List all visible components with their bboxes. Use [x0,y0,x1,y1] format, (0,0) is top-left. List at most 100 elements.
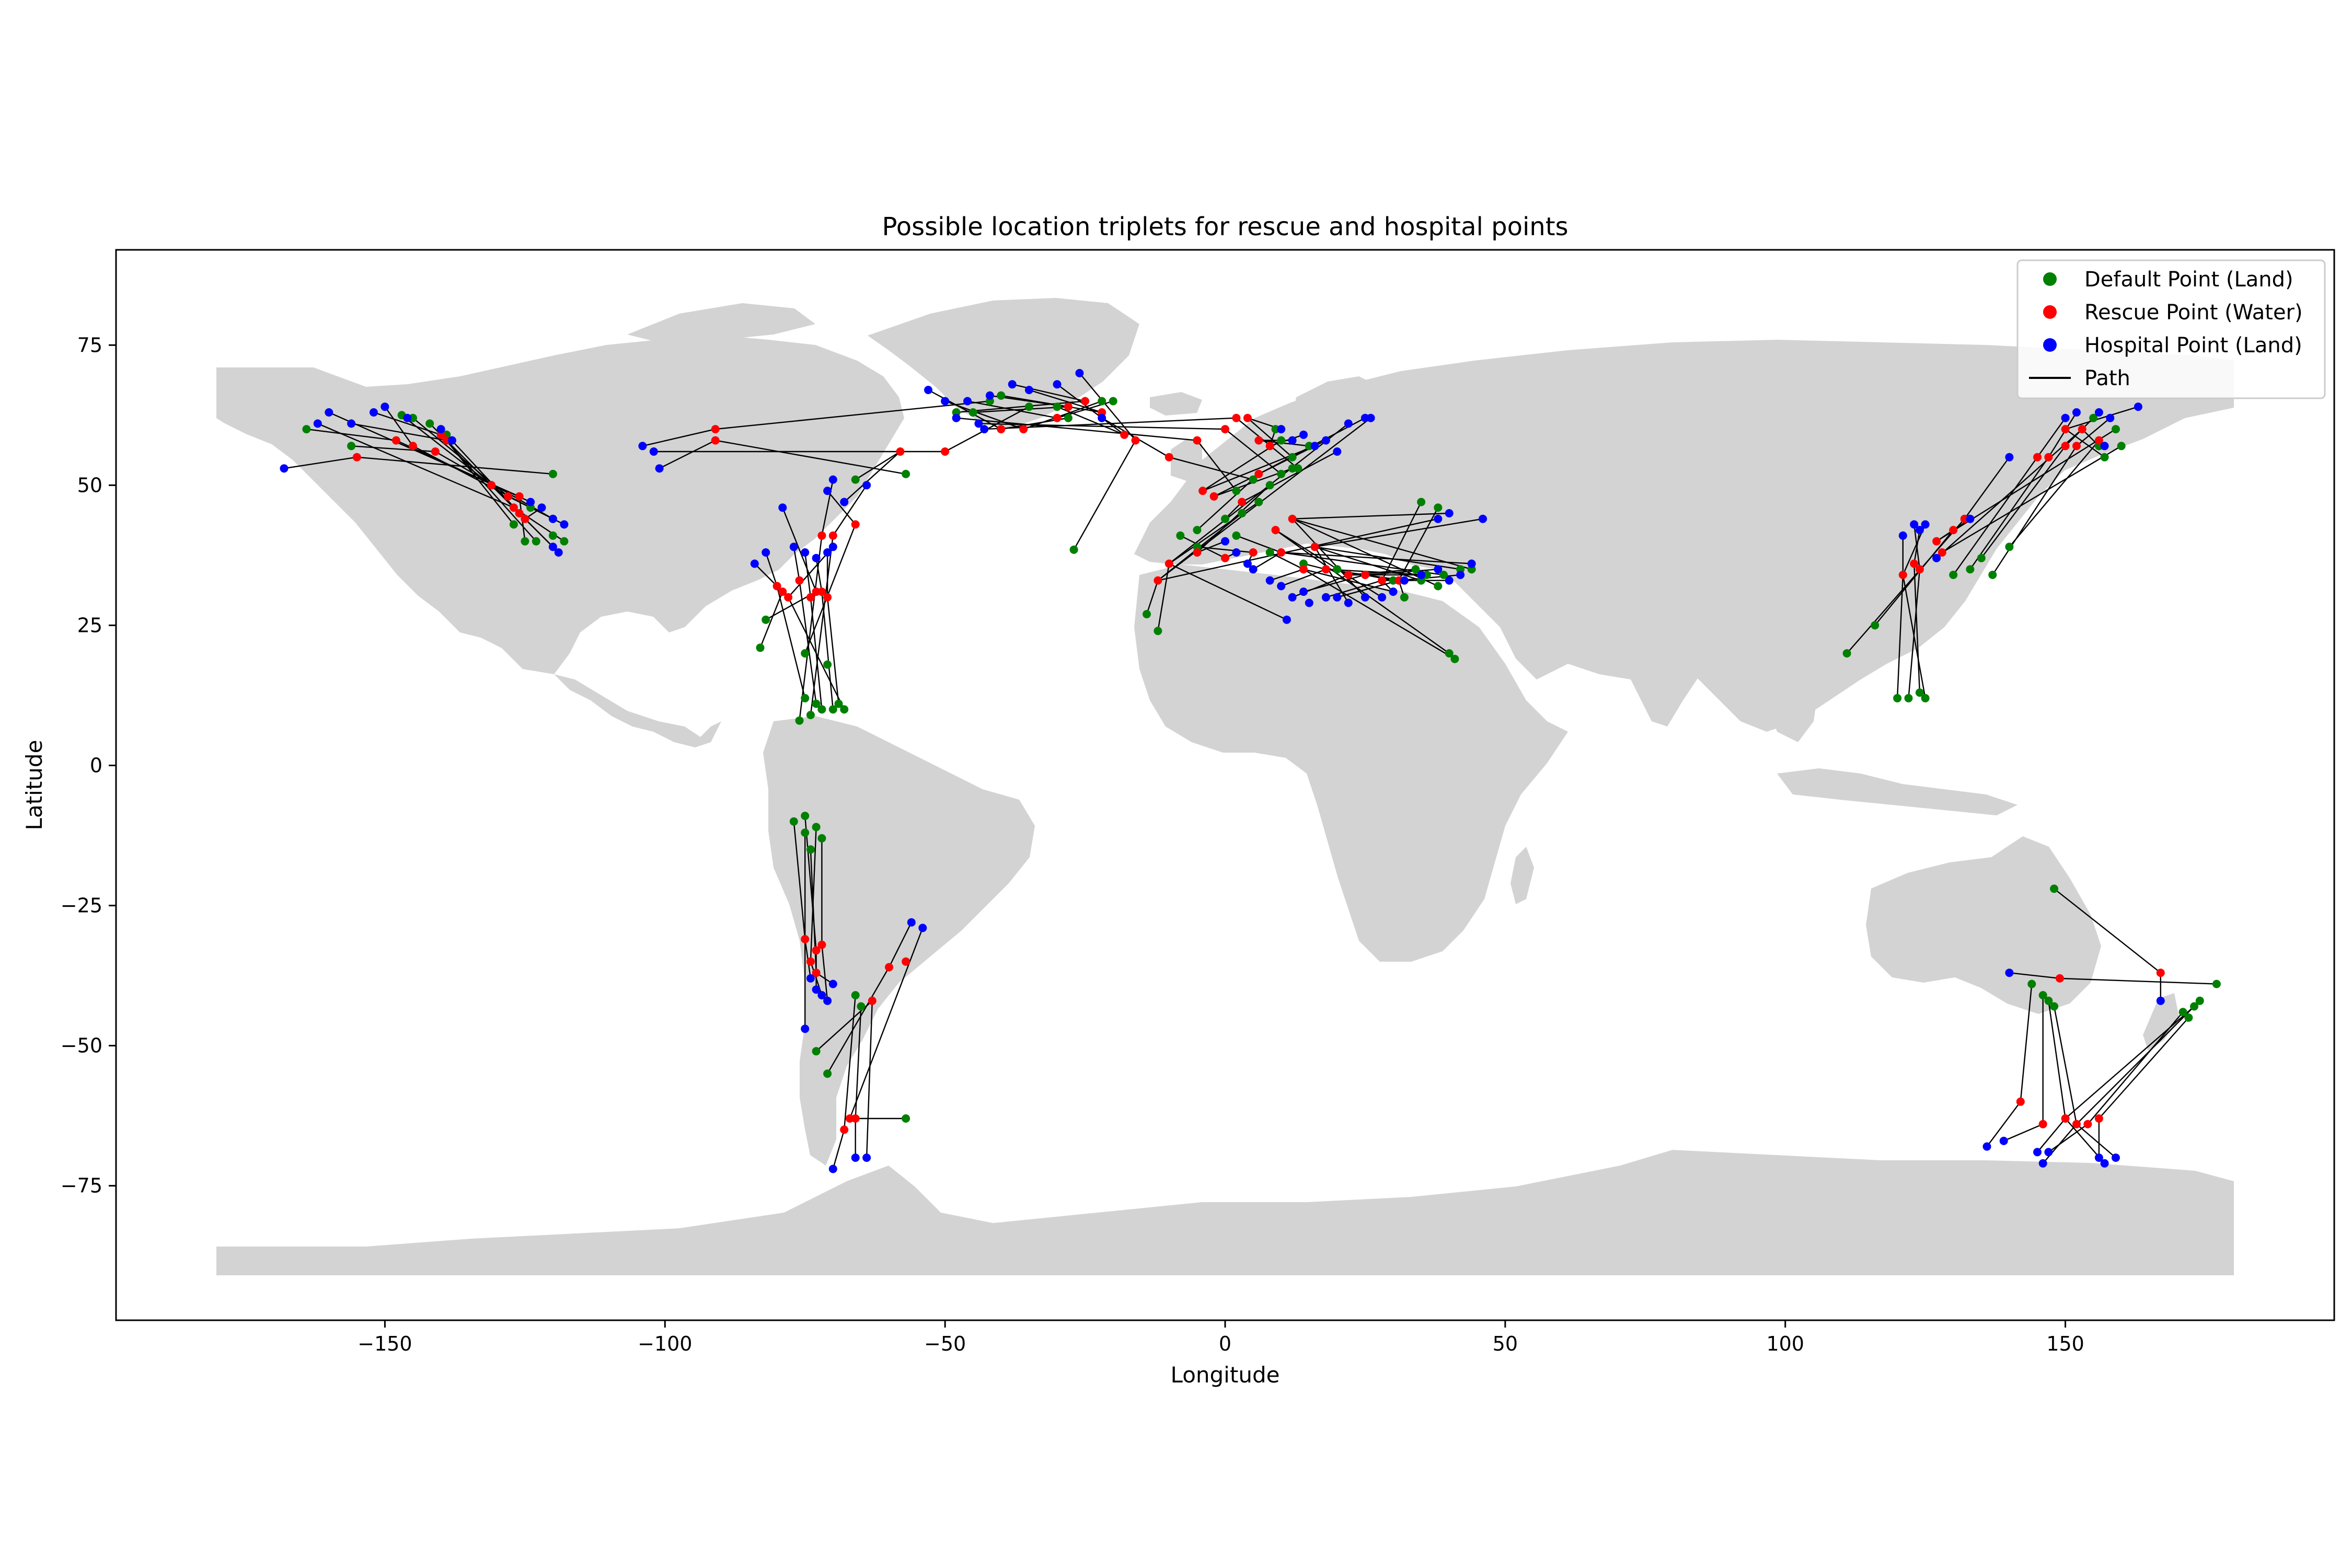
default-point [840,705,849,714]
default-point [1277,469,1286,478]
hospital-point [2072,408,2081,417]
default-point [823,660,832,669]
land-scandinavia [1291,376,1380,460]
default-point [2038,991,2047,1000]
rescue-point [2072,1120,2081,1128]
land-indonesia [1777,768,2017,815]
default-point [509,520,518,529]
x-tick-label: −150 [358,1332,412,1355]
rescue-point [504,492,513,501]
default-point [801,812,810,820]
default-point [806,845,815,854]
default-point [1024,402,1033,411]
default-point [801,694,810,702]
hospital-point [655,464,664,473]
default-point [1265,548,1274,557]
default-point [1098,397,1106,406]
legend-path-label: Path [2084,366,2130,390]
rescue-point [1064,402,1073,411]
rescue-point [806,593,815,602]
default-point [2112,425,2120,434]
hospital-point [1445,509,1454,517]
hospital-point [985,391,994,400]
rescue-point [2078,425,2086,434]
land-new-zealand [2143,993,2180,1051]
chart-title: Possible location triplets for rescue an… [882,212,1568,241]
rescue-point [515,509,524,517]
rescue-point [1053,413,1062,422]
x-tick-label: −50 [924,1332,966,1355]
hospital-point [2033,1148,2042,1157]
hospital-point [1445,576,1454,585]
hospital-point [750,559,759,568]
hospital-point [1075,368,1084,377]
y-axis: 75 50 25 0 −25 −50 −75 [61,333,116,1197]
default-point [969,408,977,417]
rescue-point [1019,425,1028,434]
rescue-point [801,935,810,943]
hospital-point [828,475,837,484]
hospital-point [862,1154,871,1162]
default-point [532,537,540,546]
hospital-point [812,985,821,994]
rescue-point [868,996,877,1005]
rescue-point [1277,548,1286,557]
hospital-point [1008,380,1017,389]
rescue-point [515,492,524,501]
y-tick-label: −75 [61,1174,102,1197]
rescue-point [778,587,787,596]
default-point [2044,996,2053,1005]
hospital-point [638,442,647,451]
rescue-point [2061,425,2070,434]
default-point [1249,475,1258,484]
hospital-point [2134,402,2142,411]
hospital-point [649,447,658,456]
x-tick-label: 100 [1766,1332,1804,1355]
default-point [1154,627,1162,636]
data-points [280,368,2221,1173]
rescue-point [806,957,815,966]
hospital-point [828,543,837,551]
default-point [789,817,798,826]
y-tick-label: −25 [61,894,102,917]
rescue-point [1915,565,1924,574]
land-madagascar [1511,847,1534,904]
hospital-point [537,503,546,512]
rescue-point [1081,397,1090,406]
hospital-point [347,419,356,428]
default-point [1064,413,1073,422]
rescue-point [1131,436,1140,445]
default-point [902,1114,910,1123]
hospital-point [526,498,535,506]
default-point [1265,481,1274,490]
default-point [1434,582,1443,591]
land-greenland [868,298,1139,429]
hospital-point [1366,413,1375,422]
hospital-point [762,548,770,557]
default-point [347,442,356,451]
default-point [997,391,1006,400]
rescue-point [795,576,804,585]
rescue-point [845,1114,854,1123]
default-point [812,699,821,708]
hospital-point [952,413,961,422]
default-point [1842,649,1851,658]
plot-area [115,249,2335,1321]
rescue-point [1238,498,1247,506]
default-point [1333,565,1342,574]
default-point [1966,565,1975,574]
default-point [762,615,770,624]
land-antarctica [216,1150,2234,1275]
default-point [1069,545,1078,554]
legend-rescue-label: Rescue Point (Water) [2084,301,2303,325]
legend-hospital-marker [2043,338,2057,352]
hospital-point [1321,593,1330,602]
default-point [1921,694,1930,702]
hospital-point [2156,996,2165,1005]
default-point [1977,554,1986,562]
default-point [1904,694,1913,702]
hospital-point [280,464,289,473]
land-iceland [1150,392,1202,416]
rescue-point [711,436,720,445]
hospital-point [1024,386,1033,395]
